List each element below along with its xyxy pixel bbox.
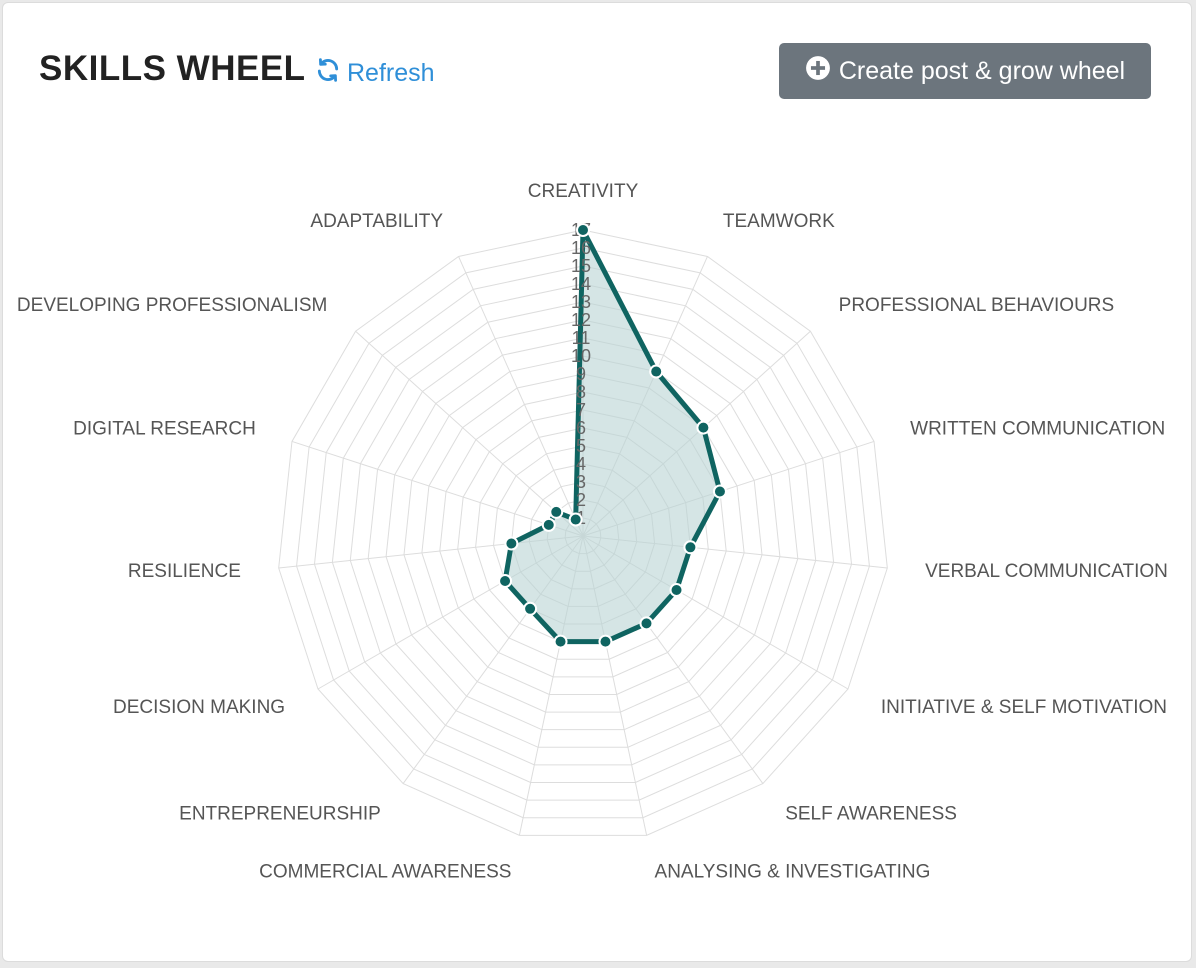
radial-tick-label: 14 — [571, 274, 591, 294]
radar-spoke — [291, 440, 584, 537]
series-area — [502, 227, 723, 645]
create-post-button[interactable]: Create post & grow wheel — [779, 43, 1151, 99]
data-point — [683, 540, 698, 555]
radial-tick-label: 16 — [571, 238, 591, 258]
data-point — [541, 517, 556, 532]
radial-tick-label: 7 — [576, 400, 586, 420]
radar-grid-ring — [421, 373, 745, 695]
radial-tick-label: 5 — [576, 436, 586, 456]
radar-grid-ring — [349, 301, 817, 766]
data-point — [523, 601, 538, 616]
page-title: SKILLS WHEEL — [39, 49, 306, 88]
radar-grid-ring — [403, 355, 763, 713]
data-point — [598, 634, 613, 649]
data-point — [549, 504, 564, 519]
data-point — [639, 616, 654, 631]
data-point — [576, 223, 590, 237]
radar-spoke — [355, 330, 584, 537]
axis-label: SELF AWARENESS — [785, 803, 957, 824]
plus-circle-icon — [805, 55, 831, 88]
data-point — [504, 536, 519, 551]
axis-label: WRITTEN COMMUNICATION — [910, 419, 1165, 440]
radial-tick-label: 2 — [576, 490, 586, 510]
radial-tick-label: 6 — [576, 418, 586, 438]
radial-tick-label: 12 — [571, 310, 591, 330]
radial-tick-label: 11 — [572, 328, 591, 348]
data-point — [712, 484, 727, 499]
axis-label: COMMERCIAL AWARENESS — [259, 861, 511, 882]
create-post-label: Create post & grow wheel — [838, 56, 1126, 85]
radial-tick-label: 4 — [576, 454, 586, 474]
radar-grid-ring — [367, 319, 799, 748]
axis-label: DEVELOPING PROFESSIONALISM — [17, 295, 327, 316]
axis-label: VERBAL COMMUNICATION — [925, 561, 1168, 582]
radar-spoke — [458, 256, 584, 537]
axis-label: DIGITAL RESEARCH — [73, 419, 256, 440]
radial-tick-label: 15 — [571, 256, 591, 276]
axis-label: DECISION MAKING — [113, 697, 285, 718]
data-point — [553, 634, 568, 649]
data-point — [669, 583, 684, 597]
radar-grid-ring — [385, 337, 781, 731]
radar-grid-ring — [331, 283, 835, 783]
radial-tick-label: 3 — [576, 472, 586, 492]
axis-label: ANALYSING & INVESTIGATING — [655, 861, 931, 882]
refresh-icon — [315, 57, 341, 90]
radial-tick-label: 10 — [571, 346, 591, 366]
axis-label: INITIATIVE & SELF MOTIVATION — [881, 697, 1167, 718]
radial-tick-label: 13 — [571, 292, 591, 312]
data-point — [649, 364, 664, 379]
data-point — [696, 420, 711, 435]
radial-tick-label: 8 — [576, 382, 586, 402]
radar-grid-ring — [278, 229, 888, 836]
data-point — [568, 512, 583, 527]
axis-label: CREATIVITY — [528, 181, 639, 202]
axis-label: RESILIENCE — [128, 561, 241, 582]
refresh-link[interactable]: Refresh — [315, 57, 435, 90]
axis-label: PROFESSIONAL BEHAVIOURS — [839, 295, 1115, 316]
radial-tick-label: 9 — [576, 364, 586, 384]
axis-label: ENTREPRENEURSHIP — [179, 803, 381, 824]
axis-label: TEAMWORK — [723, 211, 835, 232]
radar-grid-ring — [296, 247, 870, 819]
axis-label: ADAPTABILITY — [310, 211, 443, 232]
radar-grid-ring — [313, 265, 853, 801]
refresh-label: Refresh — [347, 59, 435, 87]
data-point — [498, 574, 513, 588]
